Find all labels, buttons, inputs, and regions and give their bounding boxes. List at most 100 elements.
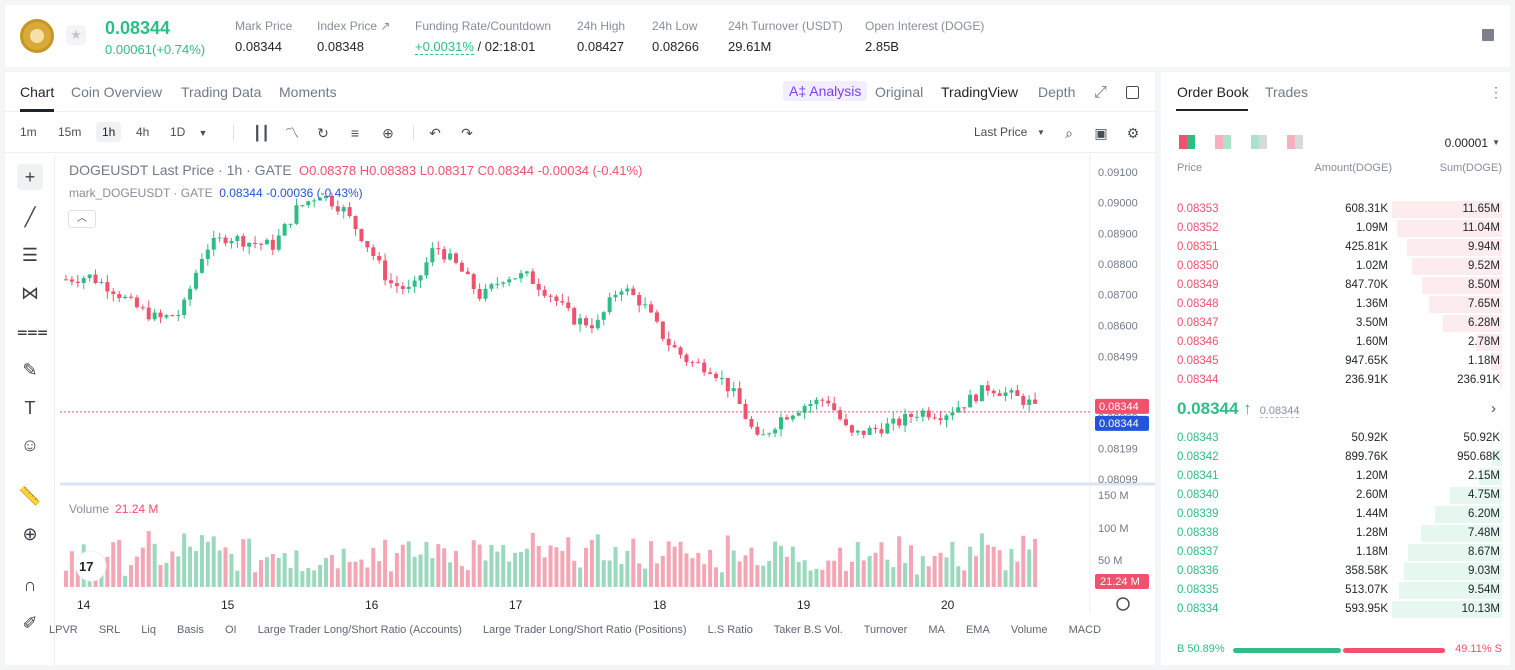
- ask-row[interactable]: 0.08348 1.36M 7.65M: [1161, 295, 1510, 314]
- zoom-in-icon[interactable]: ⊕: [22, 524, 38, 544]
- candle-down: [1033, 399, 1038, 404]
- stat-24h-high: 24h High 0.08427: [577, 19, 626, 54]
- text-icon[interactable]: T: [24, 398, 36, 418]
- depth-bar: [1422, 277, 1502, 294]
- indicator-srl[interactable]: SRL: [98, 624, 121, 636]
- volume-bar: [903, 562, 908, 587]
- list-icon[interactable]: ≡: [350, 125, 360, 141]
- tf-15m[interactable]: 15m: [58, 125, 82, 139]
- book-mode-bids-icon[interactable]: [1251, 135, 1267, 149]
- tab-chart[interactable]: Chart: [20, 84, 55, 100]
- ask-row[interactable]: 0.08353 608.31K 11.65M: [1161, 200, 1510, 219]
- trendline-icon[interactable]: ╱: [24, 207, 36, 227]
- tab-original[interactable]: Original: [875, 84, 924, 100]
- book-mode-asks-icon[interactable]: [1287, 135, 1303, 149]
- emoji-icon[interactable]: ☺: [20, 435, 40, 455]
- ask-row[interactable]: 0.08347 3.50M 6.28M: [1161, 314, 1510, 333]
- crosshair-icon[interactable]: +: [17, 164, 43, 190]
- candle-down: [684, 354, 689, 363]
- row-amount: 236.91K: [1345, 374, 1388, 386]
- undo-icon[interactable]: ↶: [429, 125, 441, 141]
- camera-icon[interactable]: ▣: [1094, 125, 1108, 141]
- brush-icon[interactable]: ✎: [22, 360, 38, 380]
- refresh-icon[interactable]: ↻: [317, 125, 329, 141]
- redo-icon[interactable]: ↷: [461, 125, 473, 141]
- ask-row[interactable]: 0.08345 947.65K 1.18M: [1161, 352, 1510, 371]
- fib-icon[interactable]: ⩶: [17, 321, 48, 341]
- bid-row[interactable]: 0.08337 1.18M 8.67M: [1161, 543, 1510, 562]
- candle-down: [223, 237, 228, 244]
- ask-row[interactable]: 0.08346 1.60M 2.78M: [1161, 333, 1510, 352]
- indicators-icon[interactable]: 〽: [285, 125, 299, 141]
- indicator-lpvr[interactable]: LPVR: [49, 624, 78, 636]
- pen-lock-icon[interactable]: ✐: [22, 613, 38, 633]
- bid-row[interactable]: 0.08335 513.07K 9.54M: [1161, 581, 1510, 600]
- indicator-ema[interactable]: EMA: [965, 624, 990, 636]
- stat-funding-rate[interactable]: Funding Rate/Countdown +0.0031% / 02:18:…: [415, 19, 552, 55]
- indicator-liq[interactable]: Liq: [141, 624, 156, 636]
- indicator-ls-ratio[interactable]: L.S Ratio: [707, 624, 753, 636]
- ask-row[interactable]: 0.08344 236.91K 236.91K: [1161, 371, 1510, 390]
- candle-up: [247, 242, 252, 247]
- indicator-lt-positions[interactable]: Large Trader Long/Short Ratio (Positions…: [482, 624, 687, 636]
- stat-index-price[interactable]: Index Price ↗ 0.08348: [317, 19, 391, 54]
- tab-coin-overview[interactable]: Coin Overview: [71, 84, 163, 100]
- chevron-right-icon[interactable]: ›: [1491, 400, 1496, 417]
- tf-4h[interactable]: 4h: [136, 125, 150, 139]
- candle-up: [199, 258, 204, 273]
- pattern-icon[interactable]: ⋈: [21, 283, 39, 303]
- ruler-icon[interactable]: 📏: [18, 486, 42, 506]
- settings-gear-icon[interactable]: ⚙: [1126, 125, 1140, 141]
- book-icon[interactable]: [1482, 29, 1494, 41]
- indicator-turnover[interactable]: Turnover: [863, 624, 908, 636]
- tab-tradingview[interactable]: TradingView: [941, 84, 1019, 100]
- more-menu-icon[interactable]: ⋮: [1489, 84, 1503, 100]
- indicator-lt-accounts[interactable]: Large Trader Long/Short Ratio (Accounts): [257, 624, 462, 636]
- book-mode-both-icon[interactable]: [1179, 135, 1195, 149]
- indicator-volume[interactable]: Volume: [1010, 624, 1048, 636]
- magnet-icon[interactable]: ∩: [23, 575, 37, 595]
- bid-row[interactable]: 0.08334 593.95K 10.13M: [1161, 600, 1510, 619]
- bid-row[interactable]: 0.08338 1.28M 7.48M: [1161, 524, 1510, 543]
- price-chart[interactable]: 0.09100 0.09000 0.08900 0.08800 0.08700 0.086…: [5, 154, 1155, 614]
- bid-row[interactable]: 0.08336 358.58K 9.03M: [1161, 562, 1510, 581]
- add-indicator-icon[interactable]: ⊕: [382, 125, 394, 141]
- collapse-legend-button[interactable]: ︿: [68, 210, 96, 228]
- chevron-down-icon[interactable]: ▼: [1492, 138, 1500, 147]
- ask-row[interactable]: 0.08352 1.09M 11.04M: [1161, 219, 1510, 238]
- indicator-macd[interactable]: MACD: [1068, 624, 1102, 636]
- timeframe-dropdown-icon[interactable]: ▼: [198, 128, 208, 138]
- bid-row[interactable]: 0.08341 1.20M 2.15M: [1161, 467, 1510, 486]
- search-icon[interactable]: ⌕: [1065, 125, 1073, 141]
- bid-row[interactable]: 0.08340 2.60M 4.75M: [1161, 486, 1510, 505]
- tab-trades[interactable]: Trades: [1265, 84, 1309, 100]
- ask-row[interactable]: 0.08350 1.02M 9.52M: [1161, 257, 1510, 276]
- horizontal-lines-icon[interactable]: ☰: [21, 245, 39, 265]
- indicator-taker-vol[interactable]: Taker B.S Vol.: [773, 624, 843, 636]
- bid-row[interactable]: 0.08343 50.92K 50.92K: [1161, 429, 1510, 448]
- tab-moments[interactable]: Moments: [279, 84, 337, 100]
- indicator-ma[interactable]: MA: [928, 624, 945, 636]
- fullscreen-icon[interactable]: ⤢: [1094, 84, 1107, 101]
- candle-type-icon[interactable]: ┃┃: [253, 125, 270, 141]
- bid-row[interactable]: 0.08339 1.44M 6.20M: [1161, 505, 1510, 524]
- indicator-oi[interactable]: OI: [225, 624, 237, 636]
- tab-order-book[interactable]: Order Book: [1177, 84, 1249, 100]
- tf-1m[interactable]: 1m: [20, 125, 37, 139]
- tf-1h[interactable]: 1h: [96, 122, 122, 142]
- favorite-star-icon[interactable]: ★: [66, 25, 86, 45]
- chevron-down-icon[interactable]: ▼: [1037, 128, 1045, 137]
- tab-trading-data[interactable]: Trading Data: [181, 84, 262, 100]
- price-type-select[interactable]: Last Price: [974, 125, 1028, 139]
- indicator-basis[interactable]: Basis: [177, 624, 204, 636]
- ask-row[interactable]: 0.08349 847.70K 8.50M: [1161, 276, 1510, 295]
- book-mode-split-icon[interactable]: [1215, 135, 1231, 149]
- row-sum: 7.65M: [1468, 298, 1500, 310]
- bid-row[interactable]: 0.08342 899.76K 950.68K: [1161, 448, 1510, 467]
- analysis-button[interactable]: A‡ Analysis: [783, 81, 868, 101]
- tab-depth[interactable]: Depth: [1038, 84, 1076, 100]
- precision-select[interactable]: 0.00001: [1444, 136, 1488, 150]
- tf-1d[interactable]: 1D: [170, 125, 186, 139]
- ask-row[interactable]: 0.08351 425.81K 9.94M: [1161, 238, 1510, 257]
- layout-icon[interactable]: [1126, 86, 1139, 99]
